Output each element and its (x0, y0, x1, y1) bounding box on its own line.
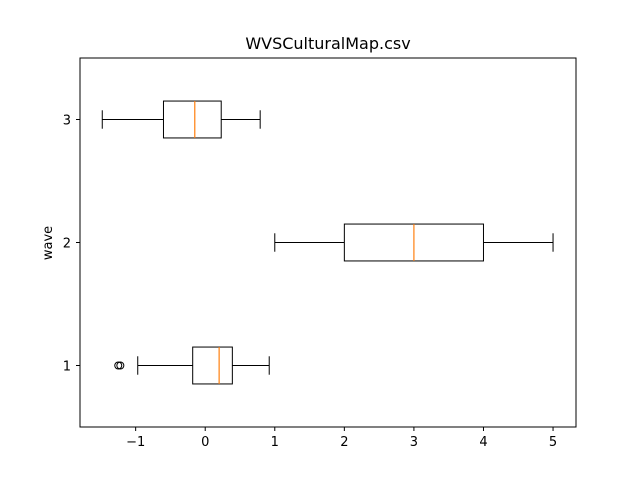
x-tick-label: −1 (126, 435, 145, 450)
outlier-point (114, 361, 123, 370)
x-tick-label: 4 (479, 435, 487, 450)
x-tick-label: 5 (549, 435, 557, 450)
y-tick-label: 2 (63, 237, 71, 252)
box-wave-1 (114, 346, 270, 385)
x-tick-label: 2 (340, 435, 348, 450)
y-axis-label: wave (41, 226, 56, 260)
x-tick-label: 0 (201, 435, 209, 450)
box-wave-2 (274, 223, 554, 262)
iqr-box (192, 346, 233, 385)
x-tick-label: 1 (271, 435, 279, 450)
x-tick-label: 3 (410, 435, 418, 450)
plot-frame (79, 57, 577, 428)
outlier-point (116, 361, 125, 370)
chart-title: WVSCulturalMap.csv (245, 34, 410, 53)
y-tick-label: 3 (63, 114, 71, 129)
plot-area: −1 0 1 2 3 4 5 1 2 3 (63, 100, 557, 450)
iqr-box (162, 100, 222, 139)
y-tick-label: 1 (63, 360, 71, 375)
box-wave-3 (101, 100, 261, 139)
